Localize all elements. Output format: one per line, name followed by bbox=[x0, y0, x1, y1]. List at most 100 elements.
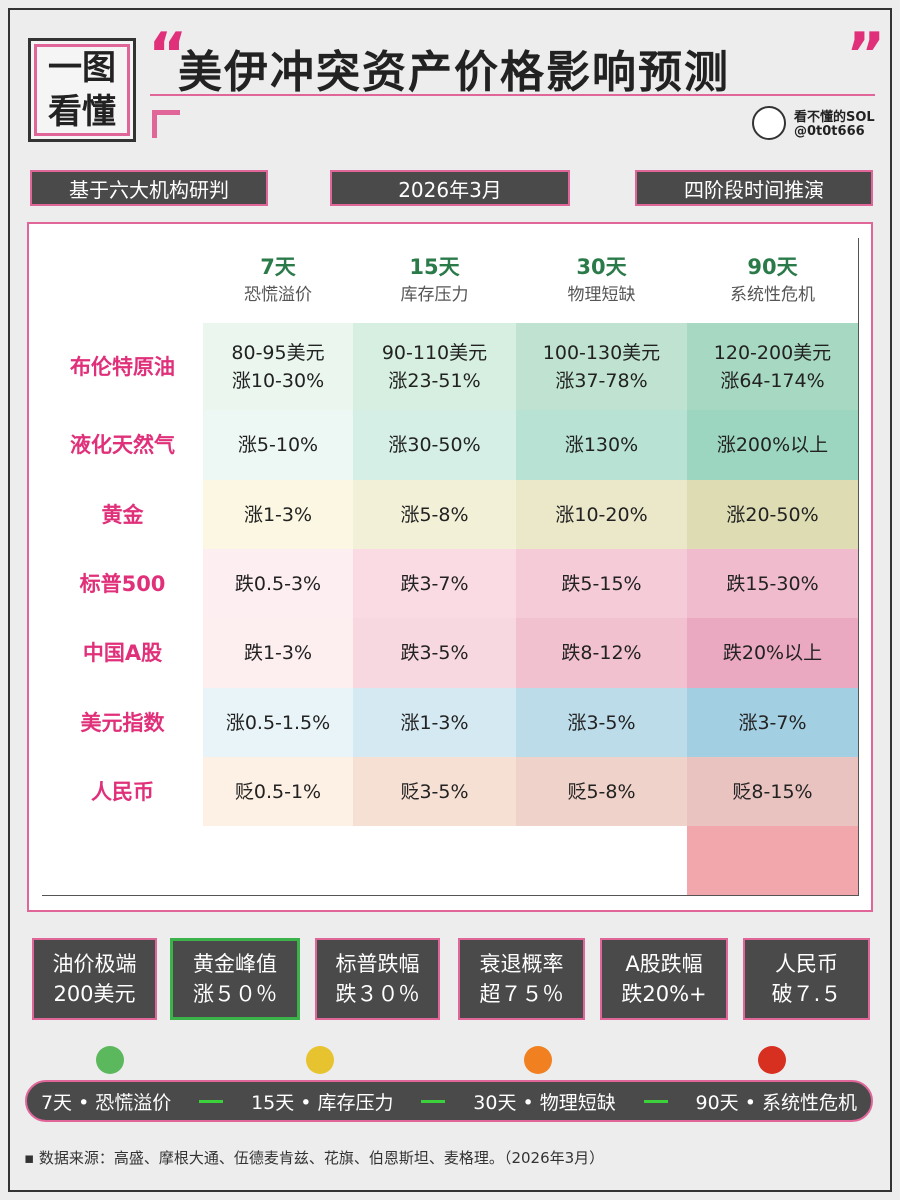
timeline: 7天 • 恐慌溢价 15天 • 库存压力 30天 • 物理短缺 90天 • 系统性危机 bbox=[25, 1080, 873, 1122]
stat-text: 跌20%+ bbox=[621, 982, 707, 1006]
cell-text: 涨1-3% bbox=[400, 711, 469, 734]
empty-cell bbox=[353, 826, 517, 896]
empty-cell bbox=[203, 826, 354, 896]
table-cell: 跌15-30% bbox=[687, 549, 859, 619]
tag: 2026年3月 bbox=[330, 170, 570, 206]
row-name: 液化天然气 bbox=[70, 433, 175, 457]
cell-text: 涨130% bbox=[564, 434, 639, 456]
row-name: 人民币 bbox=[91, 779, 154, 804]
row-header: 中国A股 bbox=[42, 618, 204, 689]
table-cell: 贬3-5% bbox=[353, 757, 517, 827]
row-name: 标普500 bbox=[79, 571, 166, 596]
table-cell: 贬5-8% bbox=[516, 757, 688, 827]
column-phase: 恐慌溢价 bbox=[244, 284, 312, 305]
empty-cell bbox=[42, 826, 204, 896]
stat-text: 人民币 bbox=[775, 952, 838, 976]
stat-card: 衰退概率 超７５％ bbox=[458, 938, 585, 1020]
tag: 四阶段时间推演 bbox=[635, 170, 873, 206]
arrow-icon bbox=[152, 110, 180, 138]
table-cell: 涨5-10% bbox=[203, 410, 354, 481]
timeline-phase: 30天 • 物理短缺 bbox=[473, 1091, 616, 1114]
stat-card: 油价极端 200美元 bbox=[32, 938, 157, 1020]
timeline-phase: 15天 • 库存压力 bbox=[251, 1091, 394, 1114]
cell-text: 涨5-8% bbox=[400, 503, 469, 526]
stat-card: 人民币破７.５ bbox=[743, 938, 870, 1020]
row-header: 液化天然气 bbox=[42, 410, 204, 481]
tag: 基于六大机构研判 bbox=[30, 170, 268, 206]
stat-text: 超７５％ bbox=[479, 982, 564, 1006]
phase-dot bbox=[96, 1046, 124, 1074]
row-header: 人民币 bbox=[42, 757, 204, 827]
open-quote: “ bbox=[148, 20, 188, 90]
stat-text: A股跌幅 bbox=[625, 952, 703, 976]
column-phase: 系统性危机 bbox=[730, 284, 815, 305]
author-handle: @0t0t666 bbox=[794, 124, 865, 139]
empty-cell bbox=[516, 826, 688, 896]
frame bbox=[8, 8, 892, 1192]
table-cell: 跌0.5-3% bbox=[203, 549, 354, 619]
cell-text: 涨200%以上 bbox=[716, 434, 829, 456]
stat-text: 200美元 bbox=[53, 982, 136, 1006]
table-cell: 涨0.5-1.5% bbox=[203, 688, 354, 758]
table-cell: 涨200%以上 bbox=[687, 410, 859, 481]
cell-text: 跌3-5% bbox=[400, 642, 469, 664]
cell-text: 跌3-7% bbox=[400, 572, 469, 595]
table-cell: 涨130% bbox=[516, 410, 688, 481]
badge: 一图 看懂 bbox=[28, 38, 136, 142]
stat-text: 涨５０％ bbox=[193, 982, 277, 1006]
phase-dot bbox=[524, 1046, 552, 1074]
cell-text: 涨1-3% bbox=[243, 503, 313, 526]
table-cell: 跌5-15% bbox=[516, 549, 688, 619]
cell-text: 跌5-15% bbox=[561, 572, 642, 595]
column-days: 90天 bbox=[747, 254, 798, 279]
title: 美伊冲突资产价格影响预测 bbox=[178, 47, 730, 98]
cell-text: 涨30-50% bbox=[388, 434, 481, 456]
table-cell: 涨20-50% bbox=[687, 480, 859, 550]
row-name: 黄金 bbox=[101, 502, 144, 527]
row-header: 美元指数 bbox=[42, 688, 204, 758]
cell-text: 贬0.5-1% bbox=[234, 780, 322, 803]
table-cell: 涨10-20% bbox=[516, 480, 688, 550]
table-cell: 贬8-15% bbox=[687, 757, 859, 827]
stat-card: 黄金峰值涨５０％ bbox=[170, 938, 300, 1020]
column-header: 7天 恐慌溢价 bbox=[203, 238, 354, 324]
stat-card: A股跌幅跌20%+ bbox=[600, 938, 728, 1020]
cell-text: 贬5-8% bbox=[567, 780, 636, 803]
arrow bbox=[421, 1099, 446, 1103]
table-cell: 涨3-5% bbox=[516, 688, 688, 758]
timeline-phase: 7天 • 恐慌溢价 bbox=[40, 1091, 172, 1114]
cell-text: 贬8-15% bbox=[732, 780, 813, 803]
table-cell: 涨5-8% bbox=[353, 480, 517, 550]
cell-text: 90-110美元 bbox=[381, 341, 488, 364]
stat-text: 标普跌幅 bbox=[335, 952, 420, 976]
row-header: 布伦特原油 bbox=[42, 323, 204, 411]
timeline-phase: 90天 • 系统性危机 bbox=[695, 1091, 857, 1114]
cell-text: 跌15-30% bbox=[726, 572, 819, 595]
cell-text: 跌0.5-3% bbox=[234, 572, 322, 595]
row-header: 标普500 bbox=[42, 549, 204, 619]
row-name: 中国A股 bbox=[82, 641, 163, 665]
footer: ▪ 数据来源：高盛、摩根大通、伍德麦肯兹、花旗、伯恩斯坦、麦格理。（2026年3… bbox=[24, 1149, 605, 1167]
cell-text: 跌1-3% bbox=[243, 642, 313, 664]
table-cell: 跌1-3% bbox=[203, 618, 354, 689]
row-name: 布伦特原油 bbox=[70, 354, 175, 379]
title-underline bbox=[150, 94, 875, 96]
stat-text: 黄金峰值 bbox=[193, 952, 277, 976]
cell-text: 涨0.5-1.5% bbox=[225, 711, 331, 734]
row-name: 美元指数 bbox=[80, 710, 165, 735]
column-header: 30天 物理短缺 bbox=[516, 238, 688, 324]
arrow bbox=[199, 1099, 224, 1103]
cell-text: 涨3-5% bbox=[567, 711, 636, 734]
stat-text: 跌３０％ bbox=[335, 982, 420, 1006]
table-cell: 跌8-12% bbox=[516, 618, 688, 689]
cell-text: 涨5-10% bbox=[237, 434, 319, 456]
cell-text: 120-200美元 bbox=[713, 341, 832, 364]
stat-text: 破７.５ bbox=[771, 982, 842, 1006]
cell-text: 100-130美元 bbox=[542, 341, 661, 364]
avatar bbox=[752, 106, 786, 140]
table-cell: 涨30-50% bbox=[353, 410, 517, 481]
column-header: 15天 库存压力 bbox=[353, 238, 517, 324]
phase-dot bbox=[758, 1046, 786, 1074]
corner-cell bbox=[42, 238, 204, 324]
